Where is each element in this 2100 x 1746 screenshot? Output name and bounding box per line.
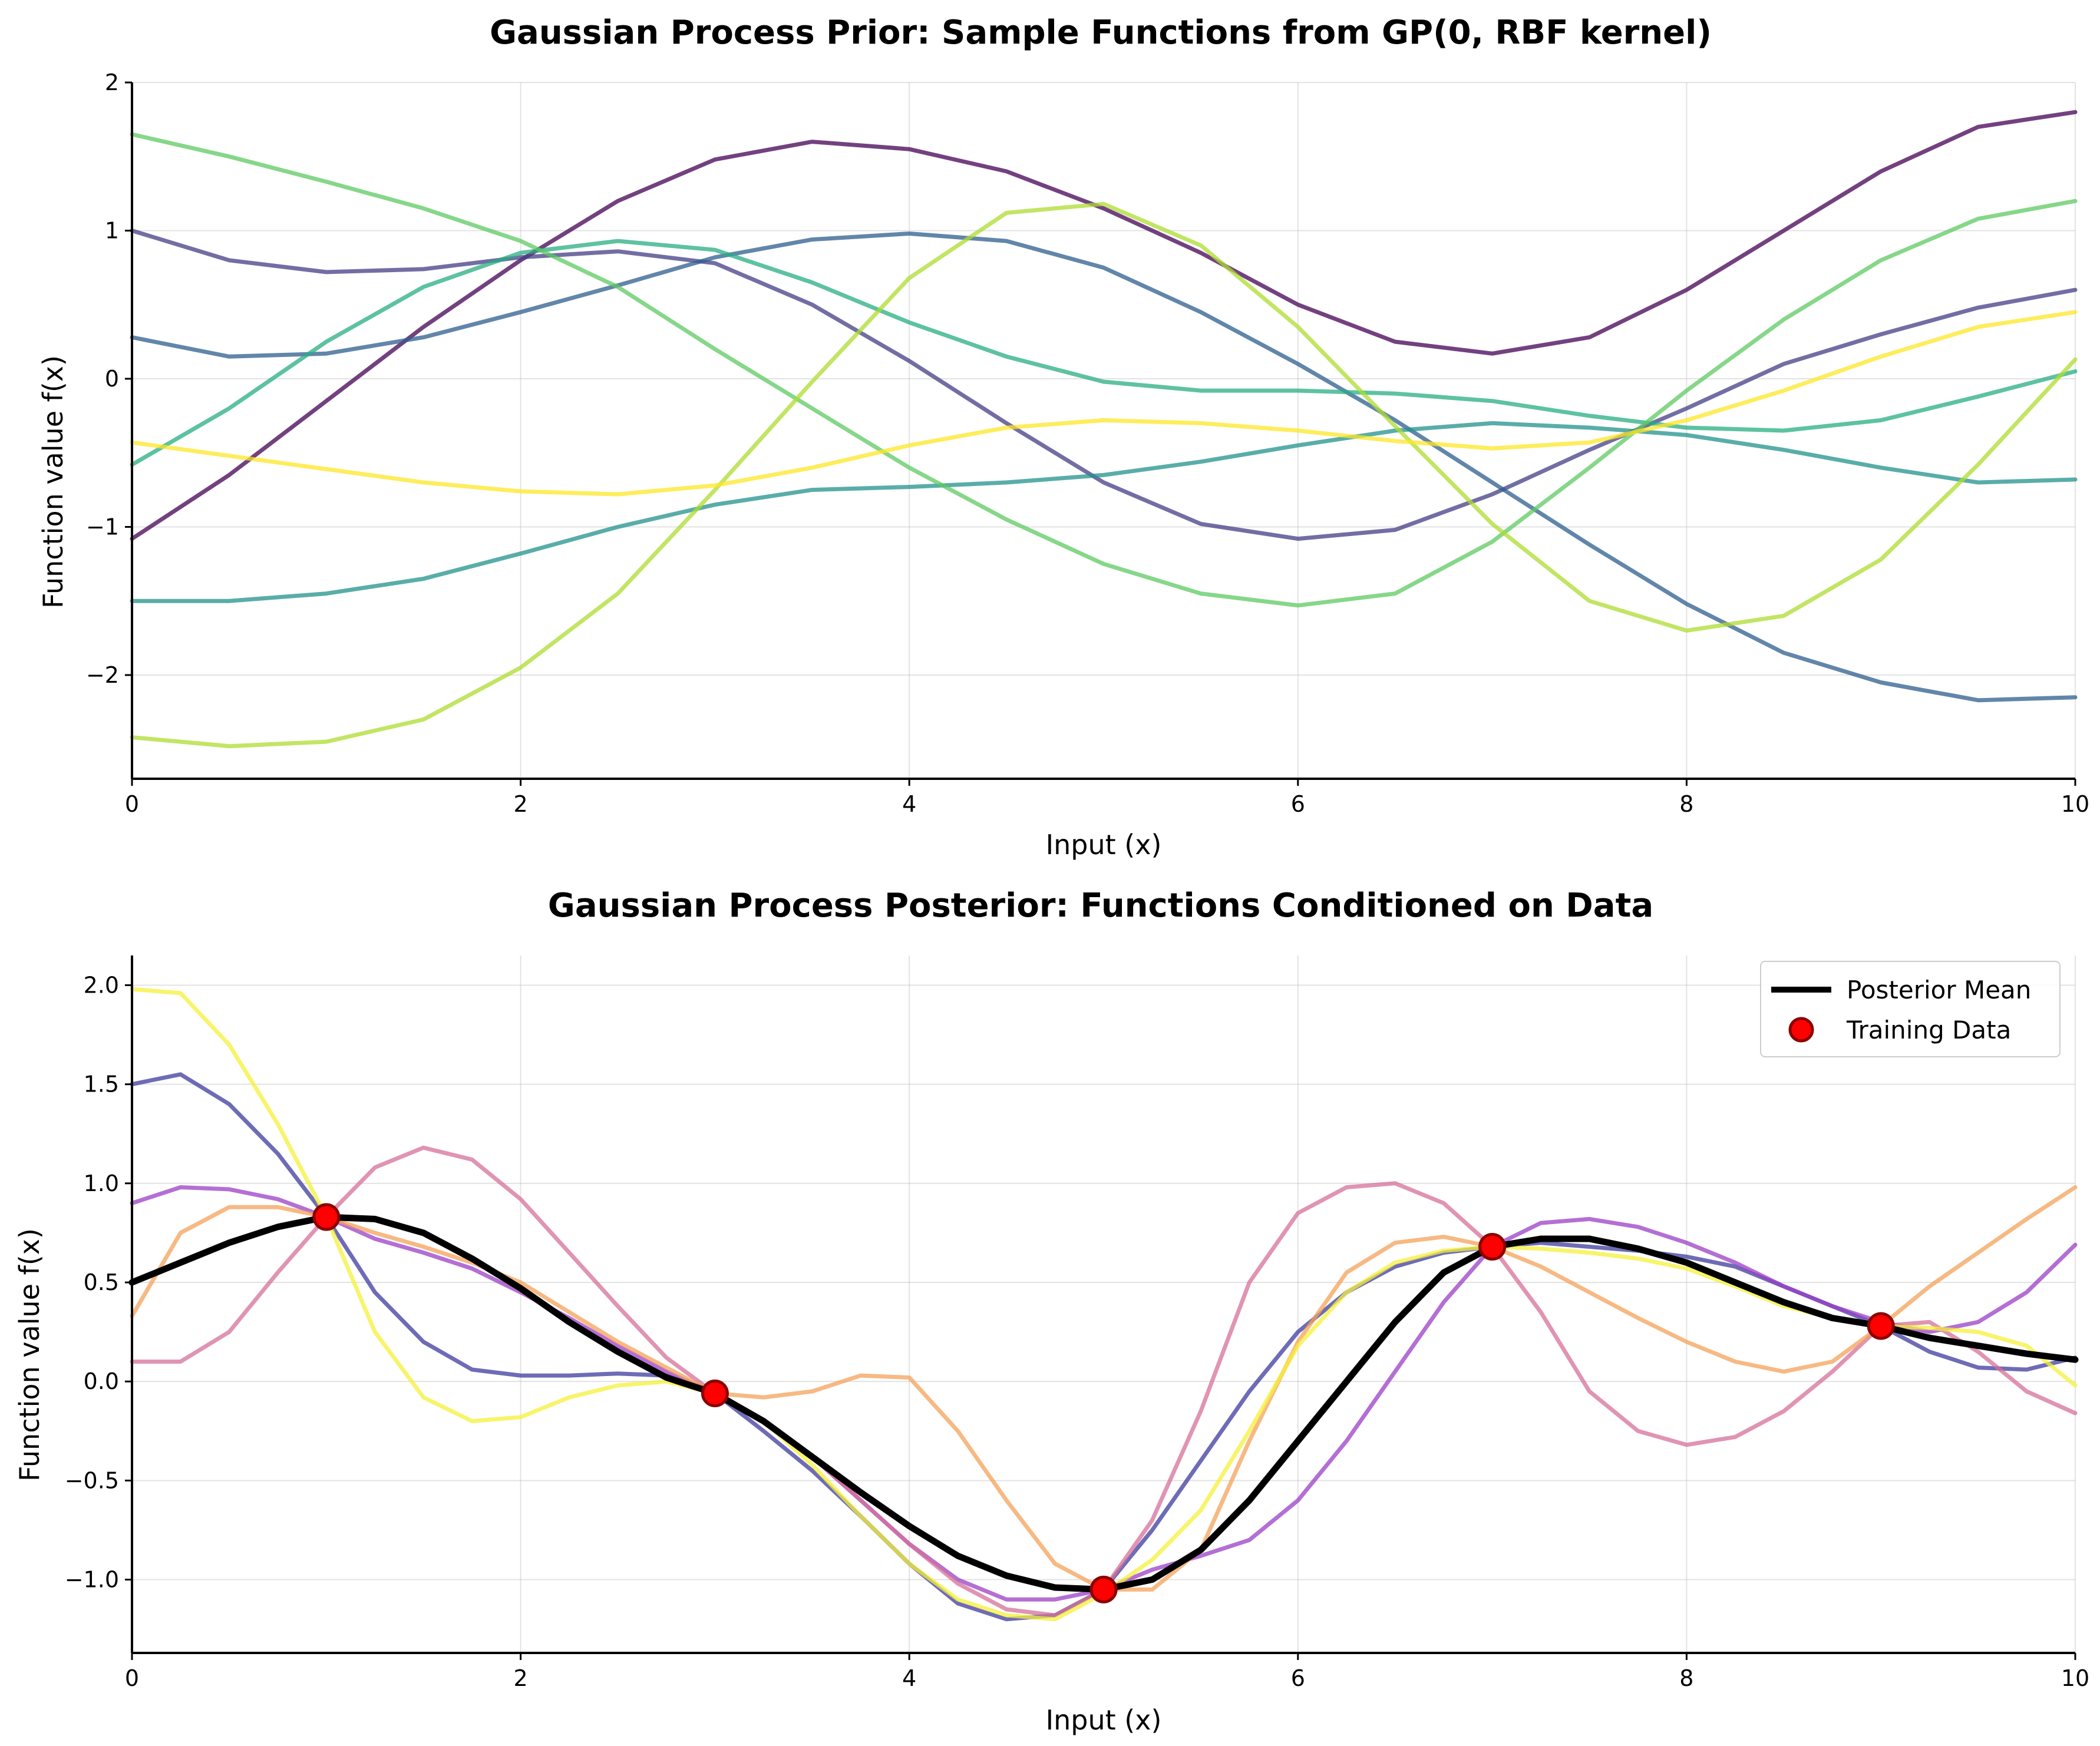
legend-label-training-data: Training Data bbox=[1846, 1016, 2011, 1044]
prior-chart: Gaussian Process Prior: Sample Functions… bbox=[37, 14, 2089, 861]
x-tick-label: 10 bbox=[2061, 791, 2089, 817]
posterior-x-ticks: 0 2 4 6 8 10 bbox=[125, 1653, 2089, 1691]
prior-x-ticks: 0 2 4 6 8 10 bbox=[125, 779, 2089, 817]
x-tick-label: 0 bbox=[125, 1665, 139, 1691]
y-tick-label: 1.5 bbox=[84, 1072, 119, 1097]
prior-chart-title: Gaussian Process Prior: Sample Functions… bbox=[490, 14, 1712, 52]
prior-sample-line-3 bbox=[130, 232, 2078, 703]
prior-y-ticks: −2 −1 0 1 2 bbox=[86, 70, 132, 688]
posterior-legend: Posterior Mean Training Data bbox=[1760, 961, 2061, 1057]
training-point bbox=[701, 1379, 729, 1407]
y-tick-label: −0.5 bbox=[65, 1467, 119, 1493]
x-tick-label: 4 bbox=[902, 791, 916, 817]
y-tick-label: 2.0 bbox=[84, 972, 119, 998]
training-point bbox=[1478, 1232, 1507, 1261]
legend-training-swatch bbox=[1788, 1017, 1814, 1043]
posterior-y-axis-label: Function value f(x) bbox=[14, 1228, 45, 1482]
y-tick-label: −1 bbox=[86, 514, 119, 540]
posterior-chart: Gaussian Process Posterior: Functions Co… bbox=[14, 887, 2089, 1736]
y-tick-label: 0.0 bbox=[84, 1368, 119, 1394]
prior-sample-line-4 bbox=[130, 421, 2078, 603]
posterior-chart-title: Gaussian Process Posterior: Functions Co… bbox=[548, 887, 1653, 925]
prior-sample-line-8 bbox=[130, 310, 2078, 497]
prior-sample-line-1 bbox=[130, 110, 2078, 541]
y-tick-label: 1.0 bbox=[84, 1170, 119, 1196]
y-tick-label: 0 bbox=[105, 366, 119, 392]
training-point bbox=[312, 1203, 341, 1231]
prior-sample-line-5 bbox=[130, 239, 2078, 467]
posterior-y-ticks: −1.0 −0.5 0.0 0.5 1.0 1.5 2.0 bbox=[65, 972, 132, 1593]
training-point bbox=[1089, 1575, 1118, 1603]
x-tick-label: 6 bbox=[1291, 1665, 1305, 1691]
legend-label-posterior-mean: Posterior Mean bbox=[1847, 975, 2031, 1004]
prior-sample-line-6 bbox=[130, 132, 2078, 608]
prior-sample-lines bbox=[130, 110, 2078, 749]
prior-y-axis-label: Function value f(x) bbox=[37, 355, 69, 609]
training-data-points bbox=[312, 1203, 1895, 1603]
posterior-x-axis-label: Input (x) bbox=[1046, 1704, 1162, 1736]
prior-sample-line-2 bbox=[130, 229, 2078, 541]
prior-grid bbox=[131, 82, 2076, 779]
x-tick-label: 8 bbox=[1679, 1665, 1693, 1691]
prior-axes bbox=[131, 82, 2075, 780]
x-tick-label: 2 bbox=[514, 1665, 528, 1691]
y-tick-label: 2 bbox=[105, 70, 119, 95]
posterior-axes bbox=[131, 955, 2075, 1654]
y-tick-label: −1.0 bbox=[65, 1567, 119, 1593]
x-tick-label: 6 bbox=[1291, 791, 1305, 817]
legend-frame bbox=[1760, 961, 2061, 1057]
x-tick-label: 8 bbox=[1679, 791, 1693, 817]
y-tick-label: 1 bbox=[105, 217, 119, 243]
y-tick-label: 0.5 bbox=[84, 1269, 119, 1295]
x-tick-label: 0 bbox=[125, 791, 139, 817]
x-tick-label: 4 bbox=[902, 1665, 916, 1691]
x-tick-label: 2 bbox=[514, 791, 528, 817]
prior-sample-line-7 bbox=[130, 201, 2078, 749]
training-point bbox=[1867, 1312, 1895, 1340]
y-tick-label: −2 bbox=[86, 662, 119, 688]
prior-x-axis-label: Input (x) bbox=[1046, 829, 1162, 861]
x-tick-label: 10 bbox=[2061, 1665, 2089, 1691]
